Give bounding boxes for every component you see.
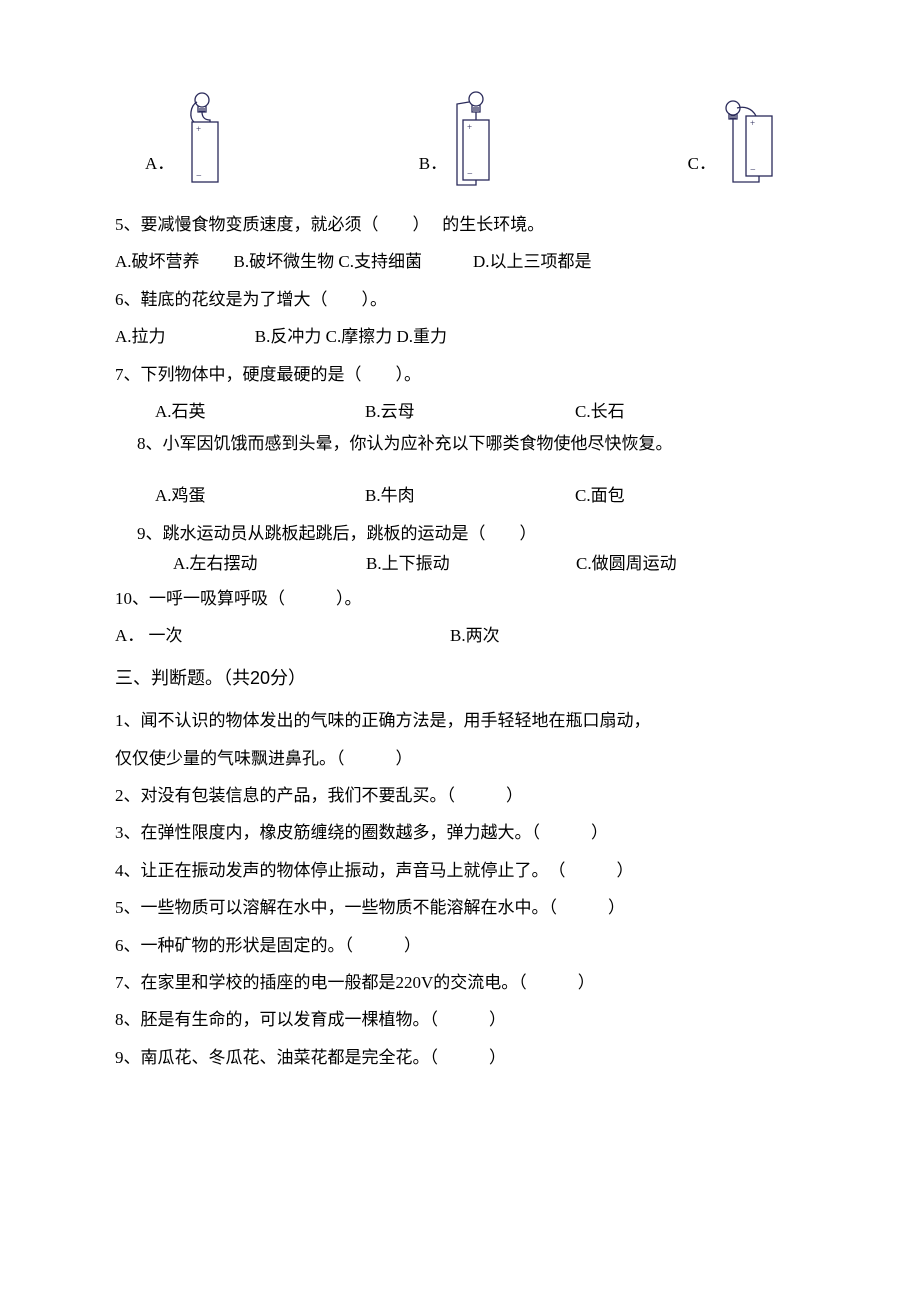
section-3-header: 三、判断题。（共20分） bbox=[115, 659, 810, 699]
judge-5: 5、一些物质可以溶解在水中，一些物质不能溶解在水中。（ ） bbox=[115, 889, 810, 926]
svg-text:+: + bbox=[750, 118, 755, 128]
judge-4: 4、让正在振动发声的物体停止振动，声音马上就停止了。 （ ） bbox=[115, 852, 810, 889]
question-6-text: 6、鞋底的花纹是为了增大（ ）。 bbox=[115, 281, 810, 318]
section-3-number: 20 bbox=[250, 668, 270, 688]
svg-text:+: + bbox=[196, 124, 201, 134]
circuit-option-a: A． + − bbox=[145, 90, 230, 188]
q8-option-c: C.面包 bbox=[575, 477, 625, 514]
circuit-label-b: B． bbox=[419, 145, 447, 182]
question-5-options: A.破坏营养 B.破坏微生物 C.支持细菌 D.以上三项都是 bbox=[115, 243, 810, 280]
question-7-options: A.石英 B.云母 C.长石 bbox=[115, 393, 810, 430]
circuit-diagram-b-icon: + − bbox=[453, 90, 499, 188]
circuit-option-b: B． + − bbox=[419, 90, 499, 188]
judge-1-line1: 1、闻不认识的物体发出的气味的正确方法是，用手轻轻地在瓶口扇动， bbox=[115, 702, 810, 739]
svg-text:−: − bbox=[750, 165, 756, 176]
question-8-options: A.鸡蛋 B.牛肉 C.面包 bbox=[115, 477, 810, 514]
judge-1-line2: 仅仅使少量的气味飘进鼻孔。（ ） bbox=[115, 740, 810, 777]
question-9-text: 9、跳水运动员从跳板起跳后，跳板的运动是（ ） bbox=[115, 519, 810, 550]
q10-option-a: A． 一次 bbox=[115, 617, 450, 654]
q9-option-b: B.上下振动 bbox=[366, 549, 576, 580]
judge-7: 7、在家里和学校的插座的电一般都是220V的交流电。（ ） bbox=[115, 964, 810, 1001]
question-8-text: 8、小军因饥饿而感到头晕，你认为应补充以下哪类食物使他尽快恢复。 bbox=[115, 430, 810, 459]
svg-text:−: − bbox=[467, 169, 473, 180]
q10-option-b: B.两次 bbox=[450, 617, 500, 654]
q8-option-a: A.鸡蛋 bbox=[155, 477, 365, 514]
judge-2: 2、对没有包装信息的产品，我们不要乱买。（ ） bbox=[115, 777, 810, 814]
q7-option-c: C.长石 bbox=[575, 393, 625, 430]
section-3-prefix: 三、判断题。（共 bbox=[115, 668, 250, 688]
judge-6: 6、一种矿物的形状是固定的。（ ） bbox=[115, 927, 810, 964]
circuit-diagram-c-icon: + − bbox=[722, 98, 780, 188]
circuit-diagram-a-icon: + − bbox=[180, 90, 230, 188]
judge-8: 8、胚是有生命的，可以发育成一棵植物。（ ） bbox=[115, 1001, 810, 1038]
circuit-options-row: A． + − B． bbox=[115, 90, 810, 198]
q8-option-b: B.牛肉 bbox=[365, 477, 575, 514]
question-10-options: A． 一次 B.两次 bbox=[115, 617, 810, 654]
circuit-label-c: C． bbox=[688, 145, 716, 182]
q7-option-a: A.石英 bbox=[155, 393, 365, 430]
question-5-text: 5、要减慢食物变质速度，就必须（ ） 的生长环境。 bbox=[115, 206, 810, 243]
question-9-options: A.左右摆动 B.上下振动 C.做圆周运动 bbox=[115, 549, 810, 580]
section-3-suffix: 分） bbox=[270, 668, 306, 688]
circuit-option-c: C． + − bbox=[688, 98, 780, 188]
q9-option-c: C.做圆周运动 bbox=[576, 549, 677, 580]
judge-9: 9、南瓜花、冬瓜花、油菜花都是完全花。（ ） bbox=[115, 1039, 810, 1076]
svg-text:+: + bbox=[467, 122, 472, 132]
question-10-text: 10、一呼一吸算呼吸（ ）。 bbox=[115, 580, 810, 617]
circuit-label-a: A． bbox=[145, 145, 174, 182]
question-7-text: 7、下列物体中，硬度最硬的是（ ）。 bbox=[115, 356, 810, 393]
svg-text:−: − bbox=[196, 171, 202, 182]
q9-option-a: A.左右摆动 bbox=[173, 549, 366, 580]
question-6-options: A.拉力 B.反冲力 C.摩擦力 D.重力 bbox=[115, 318, 810, 355]
q7-option-b: B.云母 bbox=[365, 393, 575, 430]
judge-3: 3、在弹性限度内，橡皮筋缠绕的圈数越多，弹力越大。（ ） bbox=[115, 814, 810, 851]
